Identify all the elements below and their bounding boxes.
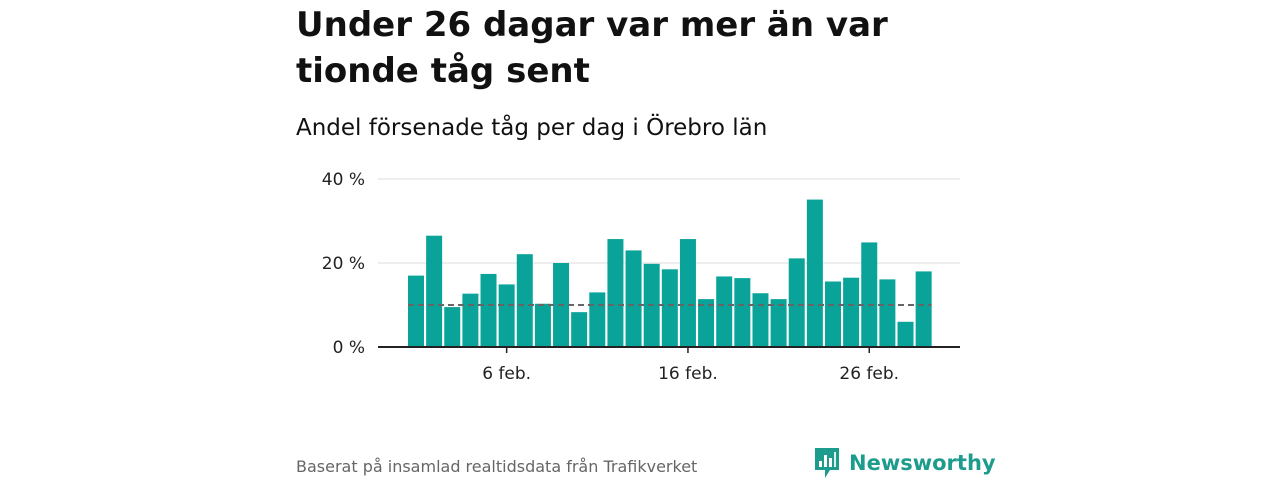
newsworthy-logo-icon (815, 448, 839, 478)
bar (571, 312, 588, 347)
bar (806, 199, 823, 347)
bar (498, 284, 515, 347)
bar (480, 273, 497, 347)
bar (534, 303, 551, 347)
bar (589, 292, 606, 347)
bar (698, 299, 715, 347)
bar (607, 239, 624, 347)
bar (752, 293, 769, 347)
x-tick-label: 6 feb. (482, 364, 531, 384)
bar (734, 278, 751, 347)
bar (716, 276, 733, 347)
y-tick-label: 40 % (322, 170, 365, 190)
brand-name: Newsworthy (849, 451, 996, 475)
chart-subtitle: Andel försenade tåg per dag i Örebro län (296, 115, 768, 141)
bar (861, 242, 878, 347)
x-tick-label: 26 feb. (839, 364, 899, 384)
bar (824, 281, 841, 347)
y-tick-label: 20 % (322, 254, 365, 274)
bar (426, 235, 443, 347)
axes: 0 % 20 % 40 % 6 feb. 16 feb. 26 feb. (322, 170, 960, 384)
bar (843, 277, 860, 347)
bars (408, 199, 932, 347)
bar (679, 239, 696, 347)
bar (625, 250, 642, 347)
x-tick-label: 16 feb. (658, 364, 718, 384)
bar (444, 307, 461, 347)
bar (879, 279, 896, 347)
bar (770, 299, 787, 347)
bar (897, 321, 914, 347)
bar (915, 271, 932, 347)
bar (661, 269, 678, 347)
bar-chart: 0 % 20 % 40 % 6 feb. 16 feb. 26 feb. (322, 170, 960, 384)
bar (788, 258, 805, 347)
bar (516, 254, 533, 347)
bar (408, 275, 424, 347)
chart-title: Under 26 dagar var mer än var tionde tåg… (296, 5, 888, 91)
brand-logo: Newsworthy (813, 446, 996, 480)
bar (462, 293, 479, 347)
y-tick-label: 0 % (333, 338, 365, 358)
source-note: Baserat på insamlad realtidsdata från Tr… (296, 457, 698, 476)
